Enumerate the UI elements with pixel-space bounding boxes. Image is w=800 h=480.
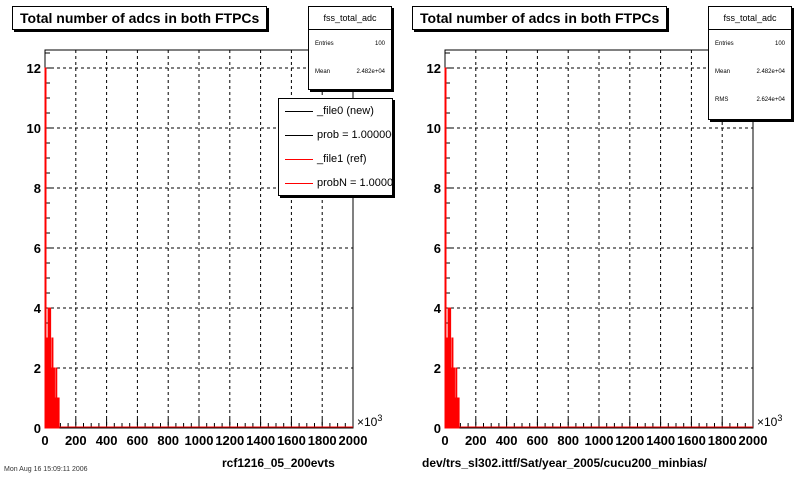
x-tick-label: 0 <box>441 433 448 448</box>
left-histogram-panel: 0 200 400 600 800 1000 1200 1400 1600 1800 2000 0 2 4… <box>0 0 400 460</box>
y-tick-label: 6 <box>34 241 41 256</box>
y-tick-label: 8 <box>434 181 441 196</box>
right-footer-label: dev/trs_sl302.ittf/Sat/year_2005/cucu200… <box>422 456 707 470</box>
legend-line-probn <box>285 183 313 184</box>
x-tick-label: 1200 <box>215 433 244 448</box>
x-tick-label: 400 <box>496 433 518 448</box>
legend-label-file0: _file0 (new) <box>317 105 374 117</box>
x-tick-label: 2000 <box>739 433 768 448</box>
x-tick-label: 1800 <box>308 433 337 448</box>
legend-label-probn: probN = 1.000000 <box>317 177 393 189</box>
left-footer-label: rcf1216_05_200evts <box>222 456 335 470</box>
y-tick-label: 2 <box>34 361 41 376</box>
y-tick-label: 0 <box>34 421 41 436</box>
date-stamp: Mon Aug 16 15:09:11 2006 <box>4 466 88 473</box>
right-stats-row-mean: Mean 2.482e+04 <box>709 58 791 86</box>
legend-item-probn: probN = 1.000000 <box>279 171 392 195</box>
legend-label-prob: prob = 1.000000 <box>317 129 393 141</box>
left-stats-box: fss_total_adc Entries 100 Mean 2.482e+04 <box>308 6 392 90</box>
right-stats-name: fss_total_adc <box>709 7 791 30</box>
left-stats-mean-value: 2.482e+04 <box>356 69 385 75</box>
y-tick-label: 12 <box>27 61 41 76</box>
y-tick-label: 0 <box>434 421 441 436</box>
x-tick-label: 1000 <box>585 433 614 448</box>
legend-item-file1: _file1 (ref) <box>279 147 392 171</box>
left-stats-entries-label: Entries <box>315 41 334 47</box>
right-stats-row-rms: RMS 2.624e+04 <box>709 86 791 114</box>
right-histogram-panel: 0 200 400 600 800 1000 1200 1400 1600 1800 2000 0 2 4… <box>400 0 800 460</box>
y-tick-label: 2 <box>434 361 441 376</box>
x-tick-label: 1600 <box>677 433 706 448</box>
x-tick-label: 1600 <box>277 433 306 448</box>
y-tick-label: 10 <box>427 121 441 136</box>
histogram-bin <box>457 397 460 429</box>
histogram-bin <box>456 397 459 429</box>
right-stats-mean-label: Mean <box>715 69 731 75</box>
x-tick-label: 800 <box>557 433 579 448</box>
right-stats-rms-value: 2.624e+04 <box>756 97 785 103</box>
y-tick-label: 8 <box>34 181 41 196</box>
left-histogram-title: Total number of adcs in both FTPCs <box>12 6 268 30</box>
histogram-bin <box>44 67 47 429</box>
legend-item-file0: _file0 (new) <box>279 99 392 123</box>
x-tick-label: 1000 <box>185 433 214 448</box>
y-tick-label: 12 <box>427 61 441 76</box>
right-stats-entries-label: Entries <box>715 41 734 47</box>
x-tick-label: 600 <box>127 433 149 448</box>
legend-line-file0 <box>285 111 313 112</box>
x-tick-label: 1400 <box>246 433 275 448</box>
legend-item-prob: prob = 1.000000 <box>279 123 392 147</box>
y-tick-label: 6 <box>434 241 441 256</box>
right-stats-row-entries: Entries 100 <box>709 30 791 58</box>
legend-line-file1 <box>285 159 313 160</box>
x-tick-label: 1200 <box>615 433 644 448</box>
left-stats-mean-label: Mean <box>315 69 331 75</box>
y-tick-label: 4 <box>434 301 442 316</box>
legend-line-prob <box>285 135 313 136</box>
left-stats-row-entries: Entries 100 <box>309 30 391 58</box>
x-exponent-label: ×103 <box>357 413 382 429</box>
right-stats-mean-value: 2.482e+04 <box>756 69 785 75</box>
x-tick-label: 400 <box>96 433 118 448</box>
left-histogram-plot: 0 200 400 600 800 1000 1200 1400 1600 1800 2000 0 2 4… <box>27 49 382 448</box>
x-tick-label: 200 <box>65 433 87 448</box>
left-legend: _file0 (new) prob = 1.000000 _file1 (ref… <box>278 98 393 196</box>
left-stats-name: fss_total_adc <box>309 7 391 30</box>
y-tick-label: 4 <box>34 301 42 316</box>
x-tick-label: 800 <box>157 433 179 448</box>
left-stats-row-mean: Mean 2.482e+04 <box>309 58 391 86</box>
histogram-bin <box>57 397 60 429</box>
left-stats-entries-value: 100 <box>374 41 385 47</box>
x-tick-label: 0 <box>41 433 48 448</box>
legend-label-file1: _file1 (ref) <box>317 153 367 165</box>
x-tick-label: 1400 <box>646 433 675 448</box>
right-stats-rms-label: RMS <box>715 97 729 103</box>
x-tick-label: 1800 <box>708 433 737 448</box>
x-tick-label: 2000 <box>339 433 368 448</box>
right-histogram-title: Total number of adcs in both FTPCs <box>412 6 668 30</box>
right-stats-entries-value: 100 <box>774 41 785 47</box>
histogram-bin <box>444 67 447 429</box>
histogram-bin <box>56 397 59 429</box>
x-exponent-label: ×103 <box>757 413 782 429</box>
x-tick-label: 600 <box>527 433 549 448</box>
x-tick-label: 200 <box>465 433 487 448</box>
right-stats-box: fss_total_adc Entries 100 Mean 2.482e+04… <box>708 6 792 120</box>
y-tick-label: 10 <box>27 121 41 136</box>
